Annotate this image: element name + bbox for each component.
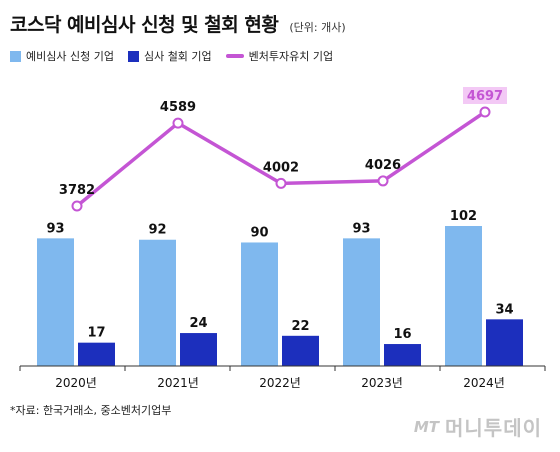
data-label-application-2: 90 <box>250 225 268 240</box>
point-venture-0 <box>71 200 83 212</box>
chart-title: 코스닥 예비심사 신청 및 철회 현황 <box>10 14 279 36</box>
data-label-venture-0: 3782 <box>59 183 95 198</box>
data-label-venture-1: 4589 <box>160 100 196 115</box>
brand-name: 머니투데이 <box>445 416 542 440</box>
legend: 예비심사 신청 기업 심사 철회 기업 벤처투자유치 기업 <box>10 48 333 64</box>
series-line-venture <box>75 110 486 208</box>
legend-label-application: 예비심사 신청 기업 <box>26 50 114 63</box>
bar-application-4 <box>445 226 482 366</box>
data-label-application-0: 93 <box>46 221 64 236</box>
unit-label: (단위: 개사) <box>289 21 346 34</box>
brand-mt-mark: MT <box>413 417 439 436</box>
bar-withdrawal-0 <box>78 342 115 366</box>
x-tick-label-0: 2020년 <box>55 376 97 390</box>
bar-application-1 <box>139 239 176 366</box>
legend-item-venture: 벤처투자유치 기업 <box>225 48 334 64</box>
publisher-logo: MT 머니투데이 <box>414 412 542 441</box>
data-label-venture-4: 4697 <box>467 89 503 104</box>
bar-application-3 <box>343 238 380 366</box>
bar-withdrawal-3 <box>384 344 421 366</box>
bar-application-0 <box>37 238 74 366</box>
bar-application-2 <box>241 242 278 366</box>
data-label-application-4: 102 <box>450 209 477 224</box>
bar-withdrawal-1 <box>180 333 217 366</box>
point-venture-3 <box>377 175 389 187</box>
legend-item-withdrawal: 심사 철회 기업 <box>127 48 212 64</box>
bar-withdrawal-2 <box>282 335 319 366</box>
point-venture-1 <box>172 117 184 129</box>
data-label-withdrawal-4: 34 <box>495 302 513 317</box>
legend-item-application: 예비심사 신청 기업 <box>10 48 114 64</box>
legend-label-venture: 벤처투자유치 기업 <box>248 50 334 63</box>
legend-swatch-application <box>10 50 21 62</box>
data-label-application-3: 93 <box>352 221 370 236</box>
x-tick-label-4: 2024년 <box>463 376 505 390</box>
point-venture-2 <box>275 177 287 189</box>
x-tick-label-2: 2022년 <box>259 376 301 390</box>
data-label-withdrawal-0: 17 <box>87 326 105 341</box>
x-tick-label-3: 2023년 <box>361 376 403 390</box>
data-label-venture-bg-4 <box>463 87 507 104</box>
data-label-venture-2: 4002 <box>263 160 299 175</box>
data-label-venture-3: 4026 <box>365 158 401 173</box>
legend-swatch-venture <box>225 54 244 58</box>
data-label-withdrawal-3: 16 <box>393 327 411 342</box>
chart-title-row: 코스닥 예비심사 신청 및 철회 현황 (단위: 개사) <box>10 10 346 37</box>
source-note: *자료: 한국거래소, 중소벤처기업부 <box>10 404 172 417</box>
x-tick-label-1: 2021년 <box>157 376 199 390</box>
legend-label-withdrawal: 심사 철회 기업 <box>143 50 212 63</box>
data-label-withdrawal-1: 24 <box>189 316 207 331</box>
legend-swatch-withdrawal <box>127 50 139 62</box>
bar-withdrawal-4 <box>486 319 523 366</box>
data-label-application-1: 92 <box>148 223 166 238</box>
data-label-withdrawal-2: 22 <box>291 319 309 334</box>
point-venture-4 <box>479 106 491 118</box>
